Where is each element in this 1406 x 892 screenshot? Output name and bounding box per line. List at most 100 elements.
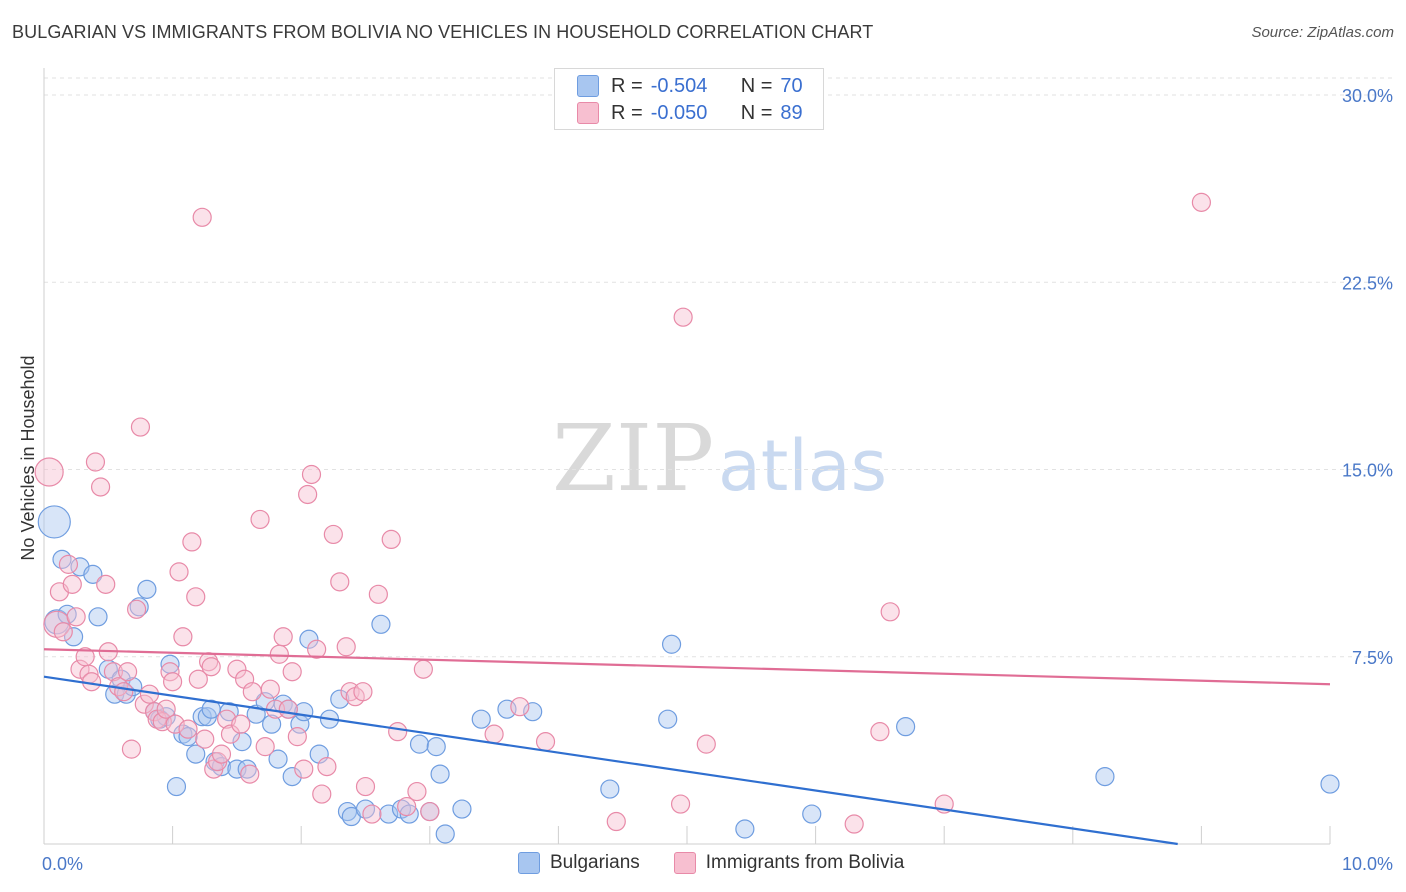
- data-point: [62, 574, 82, 594]
- series-legend: Bulgarians Immigrants from Bolivia: [518, 852, 938, 874]
- legend-r-value: -0.504: [650, 74, 708, 97]
- data-point: [37, 505, 71, 539]
- data-point: [673, 307, 693, 327]
- data-point: [96, 574, 116, 594]
- data-point: [126, 599, 147, 619]
- data-point: [294, 759, 314, 779]
- legend-row-bulgarians: R = -0.504 N = 70: [577, 74, 803, 98]
- series-swatch-bolivia: [673, 852, 696, 874]
- legend-swatch-bolivia: [577, 102, 599, 124]
- series-legend-bulgarians[interactable]: Bulgarians: [518, 852, 640, 874]
- data-point: [388, 722, 408, 742]
- series-legend-bolivia[interactable]: Immigrants from Bolivia: [673, 852, 905, 874]
- data-point: [83, 564, 103, 584]
- data-point: [52, 549, 72, 569]
- data-point: [844, 814, 864, 834]
- data-point: [220, 724, 241, 744]
- y-tick-label: 7.5%: [1352, 648, 1393, 668]
- data-point: [696, 734, 716, 754]
- x-tick-label: 10.0%: [1342, 854, 1393, 874]
- data-point: [670, 794, 691, 814]
- data-point: [523, 702, 543, 722]
- data-point: [166, 776, 187, 797]
- data-point: [661, 634, 682, 654]
- data-point: [121, 739, 142, 759]
- data-point: [307, 639, 327, 659]
- data-point: [379, 804, 399, 824]
- data-point: [368, 584, 388, 604]
- data-point: [435, 824, 455, 844]
- data-point: [70, 659, 90, 679]
- data-point: [399, 804, 419, 824]
- data-point: [178, 719, 198, 739]
- data-point: [260, 679, 280, 699]
- data-point: [600, 779, 620, 799]
- data-point: [735, 819, 755, 839]
- series-points-1: [34, 192, 1212, 834]
- data-point: [85, 452, 106, 472]
- data-point: [192, 207, 212, 227]
- data-point: [282, 662, 302, 682]
- data-point: [201, 657, 221, 677]
- data-point: [1320, 774, 1340, 794]
- data-point: [870, 722, 890, 742]
- series-points-0: [37, 505, 1340, 844]
- data-point: [178, 727, 198, 747]
- data-point: [269, 644, 289, 664]
- data-point: [371, 614, 391, 634]
- y-tick-label: 30.0%: [1342, 86, 1393, 106]
- data-point: [273, 627, 293, 647]
- data-point: [268, 749, 288, 769]
- data-point: [63, 627, 84, 647]
- data-point: [413, 659, 433, 679]
- data-point: [134, 694, 154, 714]
- chart-title: BULGARIAN VS IMMIGRANTS FROM BOLIVIA NO …: [12, 22, 874, 42]
- data-point: [606, 811, 626, 832]
- data-point: [278, 699, 298, 719]
- legend-r-label: R =: [611, 74, 643, 97]
- data-point: [182, 532, 202, 552]
- data-point: [130, 417, 151, 437]
- data-point: [227, 659, 247, 679]
- data-point: [217, 709, 237, 729]
- data-point: [169, 562, 189, 582]
- data-point: [802, 804, 822, 824]
- data-point: [336, 637, 356, 657]
- data-point: [53, 622, 73, 642]
- data-point: [330, 689, 350, 709]
- data-point: [262, 714, 282, 734]
- data-point: [219, 702, 239, 722]
- data-point: [317, 757, 337, 777]
- chart-source: Source: ZipAtlas.com: [1251, 24, 1394, 41]
- watermark-zip: ZIP: [552, 405, 714, 512]
- trend-line-1: [43, 648, 1331, 686]
- data-point: [535, 732, 556, 752]
- legend-n-label: N =: [740, 101, 773, 124]
- series-swatch-bulgarians: [518, 852, 540, 874]
- data-point: [195, 729, 215, 749]
- data-point: [129, 597, 149, 617]
- data-point: [471, 709, 491, 729]
- legend-n-label: N =: [740, 74, 773, 97]
- y-tick-label: 22.5%: [1342, 273, 1393, 293]
- data-point: [144, 702, 165, 722]
- data-point: [298, 484, 318, 505]
- data-point: [117, 662, 138, 682]
- data-point: [397, 796, 417, 817]
- data-point: [103, 662, 124, 682]
- data-point: [287, 727, 307, 747]
- data-point: [452, 799, 472, 819]
- data-point: [355, 776, 376, 797]
- data-point: [242, 682, 262, 702]
- series-label-bolivia: Immigrants from Bolivia: [705, 852, 905, 873]
- data-point: [231, 714, 251, 734]
- data-point: [510, 697, 530, 717]
- data-point: [658, 709, 678, 729]
- data-point: [188, 669, 208, 689]
- correlation-legend: R = -0.504 N = 70 R = -0.050 N = 89: [554, 68, 824, 130]
- data-point: [250, 509, 270, 530]
- data-point: [282, 766, 302, 787]
- data-point: [90, 477, 111, 497]
- data-point: [227, 759, 247, 779]
